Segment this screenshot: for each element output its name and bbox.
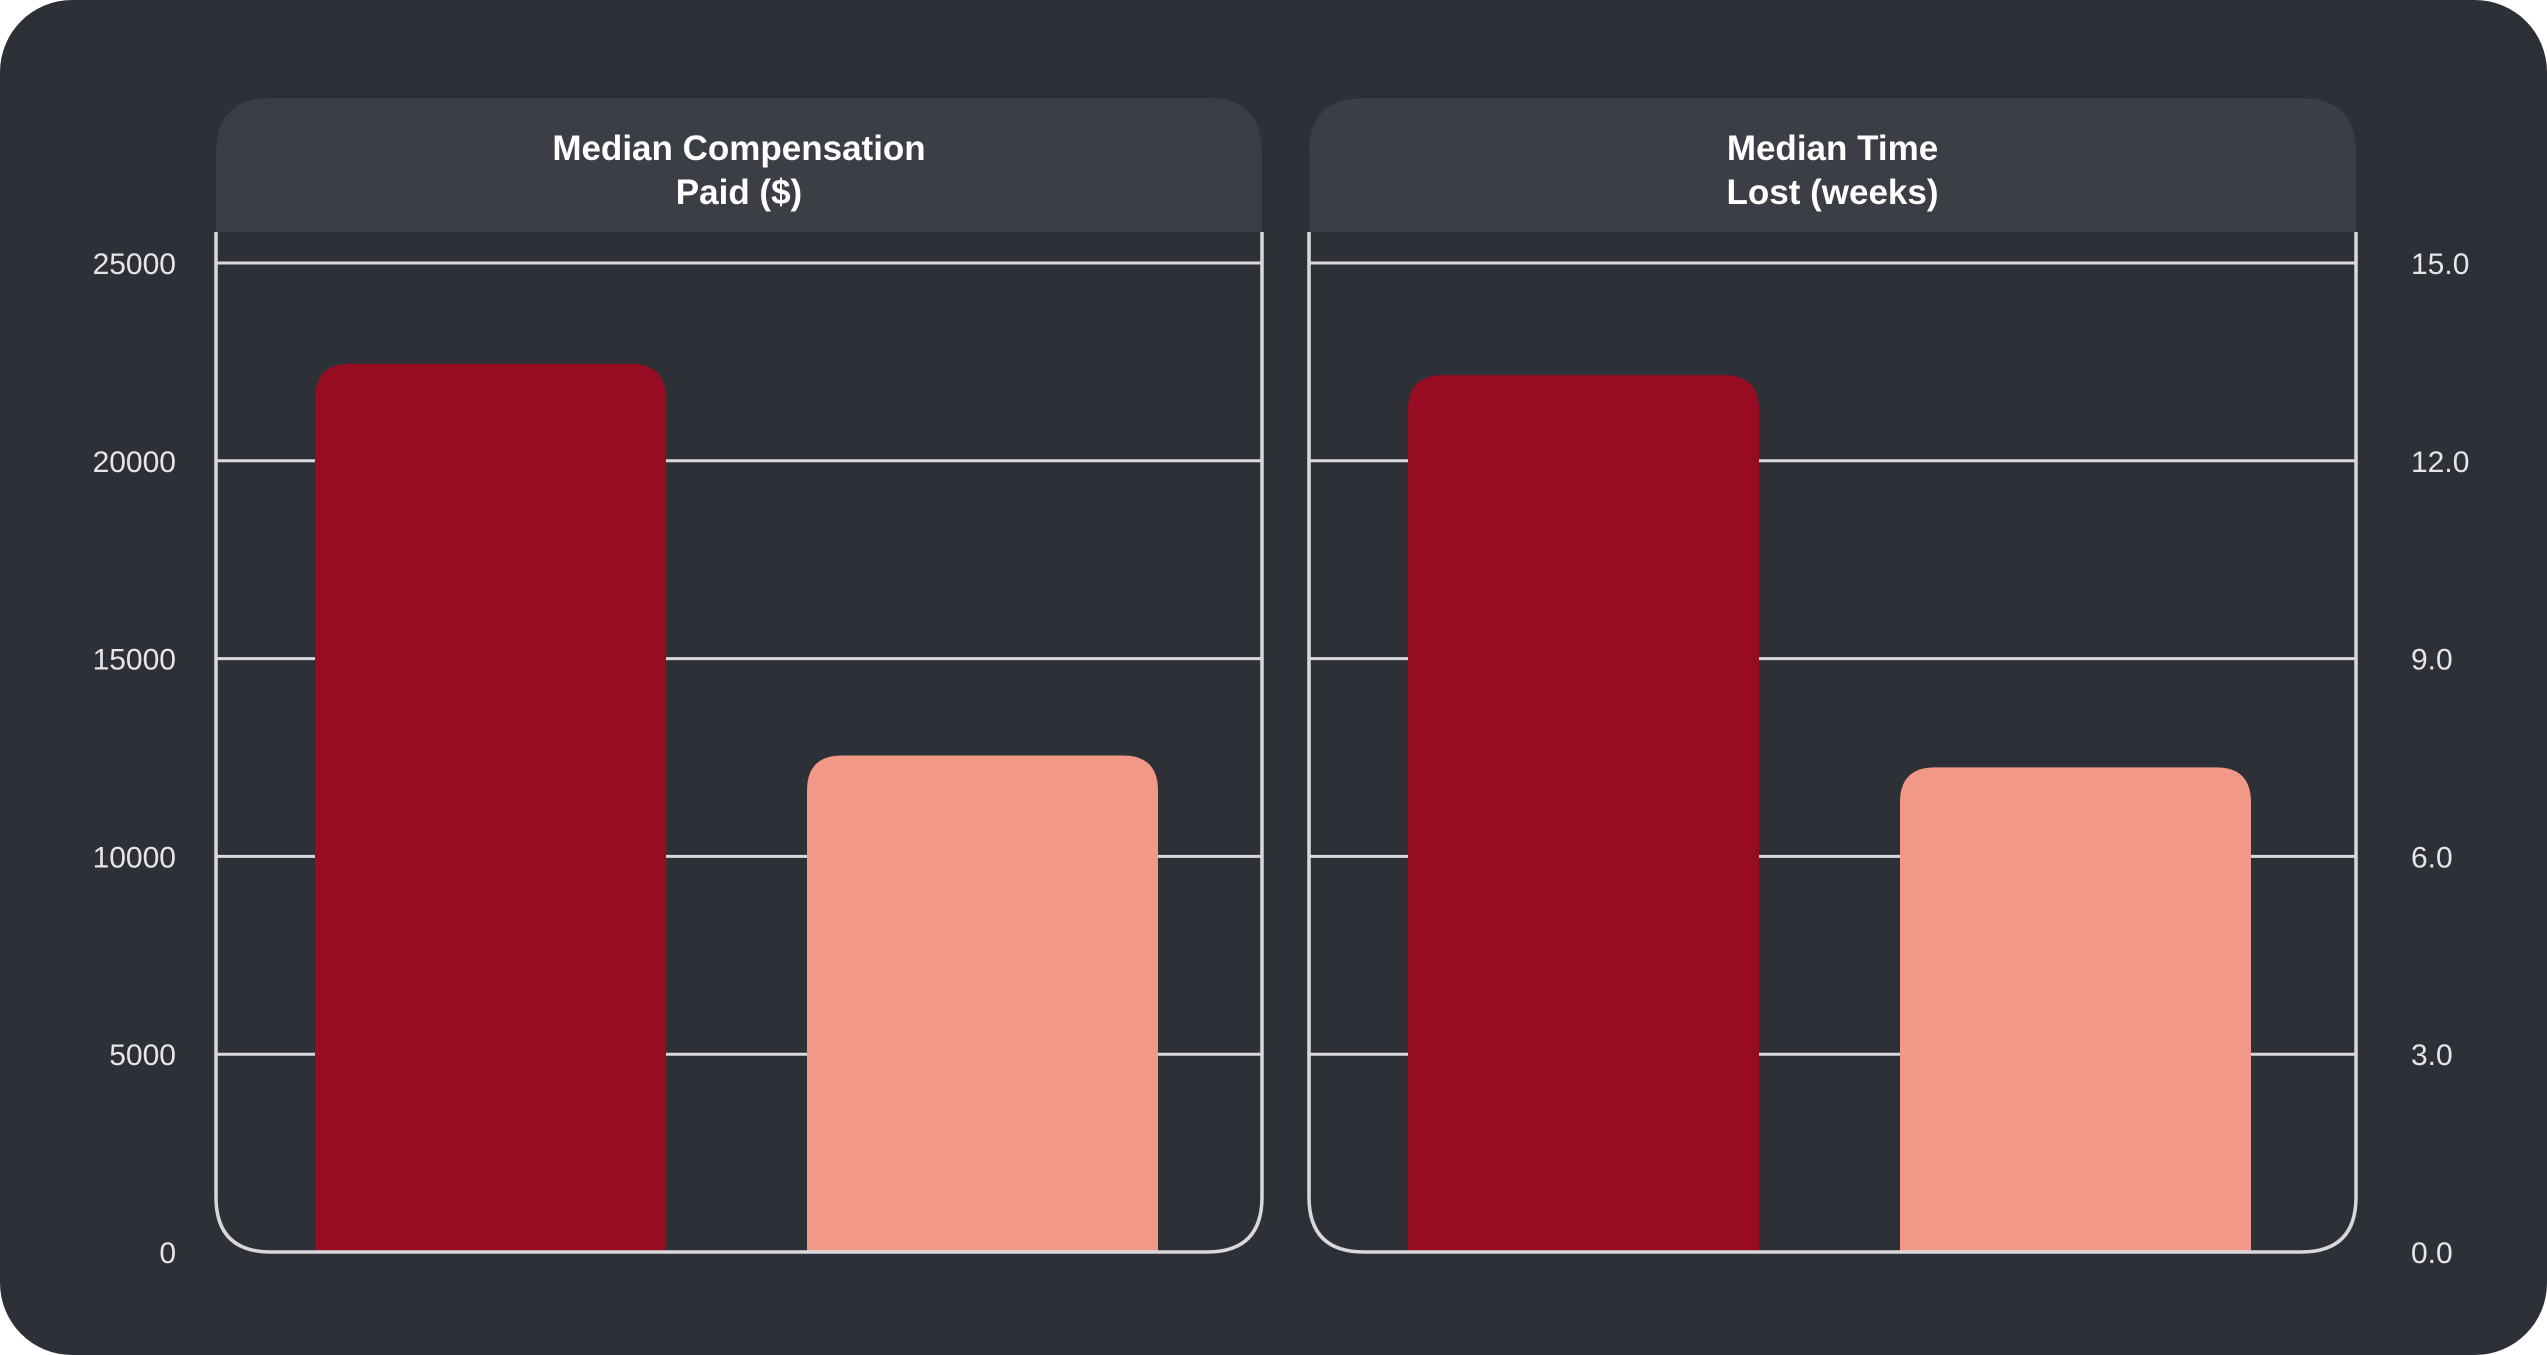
panel-title: Median Time Lost (weeks) xyxy=(1727,129,1939,212)
panel-frame xyxy=(1307,232,2358,1254)
y-tick-label: 12.0 xyxy=(2411,446,2469,479)
panel-header-band xyxy=(1309,98,2356,232)
panel-title-line-1: Median Compensation xyxy=(552,129,925,168)
y-tick-label: 0 xyxy=(159,1237,176,1270)
panel-title-line-2: Paid ($) xyxy=(676,173,802,212)
y-tick-label: 10000 xyxy=(93,841,176,874)
y-tick-label: 15000 xyxy=(93,644,176,677)
y-tick-label: 20000 xyxy=(93,446,176,479)
y-tick-label: 3.0 xyxy=(2411,1039,2453,1072)
y-tick-label: 0.0 xyxy=(2411,1237,2453,1270)
panel-title-line-1: Median Time xyxy=(1727,129,1938,168)
panel-title: Median Compensation Paid ($) xyxy=(552,129,925,212)
panel-frame xyxy=(214,232,1264,1254)
bar-2 xyxy=(807,755,1158,1252)
chart-panel-2: Median Time Lost (weeks) 0.0 3.0 6.0 9.0 12.0 1… xyxy=(1307,98,2469,1270)
y-tick-label: 15.0 xyxy=(2411,248,2469,281)
y-tick-label: 6.0 xyxy=(2411,841,2453,874)
y-tick-label: 5000 xyxy=(109,1039,176,1072)
bar-2 xyxy=(1900,767,2251,1252)
y-tick-label: 25000 xyxy=(93,248,176,281)
bar-1 xyxy=(315,363,666,1252)
bar-1 xyxy=(1408,375,1759,1252)
panel-header-band xyxy=(216,98,1262,232)
y-tick-label: 9.0 xyxy=(2411,644,2453,677)
chart-panel-1: Median Compensation Paid ($) 0 5000 10000 150… xyxy=(93,98,1264,1270)
panel-title-line-2: Lost (weeks) xyxy=(1727,173,1939,212)
